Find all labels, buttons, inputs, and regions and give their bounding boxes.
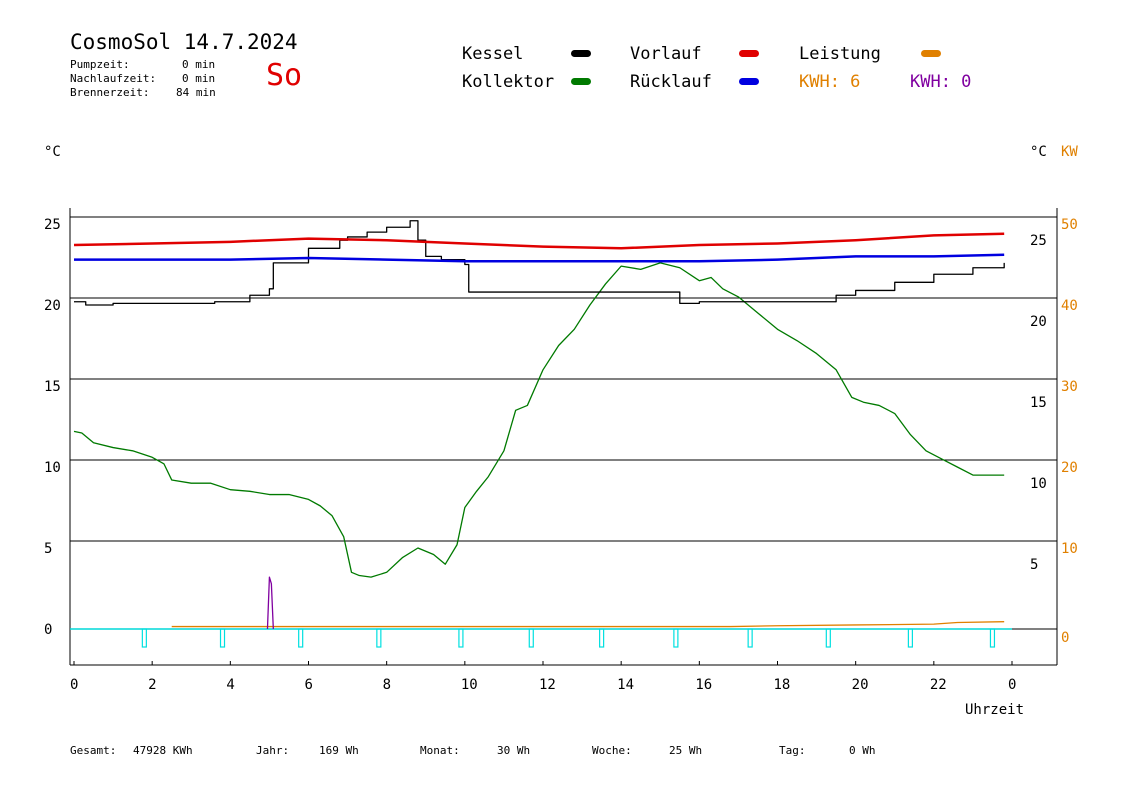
pump-pulse-7 — [673, 628, 679, 648]
y-tick-left-15: 15 — [44, 379, 61, 395]
legend-kwh-orange: KWH: 6 — [799, 72, 861, 92]
y-tick-right-c-5: 5 — [1030, 557, 1038, 573]
x-tick-label-6: 12 — [539, 677, 556, 693]
unit-right-celsius: °C — [1030, 144, 1047, 160]
x-tick-label-7: 14 — [617, 677, 634, 693]
y-tick-right-kw-0: 0 — [1061, 630, 1069, 646]
weekday-label: So — [266, 58, 303, 93]
footer-tag-value: 0 Wh — [849, 744, 876, 757]
stat-pumpzeit-value: 0 min — [182, 58, 216, 71]
legend-kollektor: Kollektor — [462, 72, 555, 92]
footer-monat-label: Monat: — [420, 744, 460, 757]
y-tick-right-kw-20: 20 — [1061, 460, 1078, 476]
footer-jahr-value: 169 Wh — [319, 744, 359, 757]
y-tick-right-c-20: 20 — [1030, 314, 1047, 330]
unit-right-kw: KW — [1061, 144, 1078, 160]
stat-brennerzeit-label: Brennerzeit: — [70, 86, 150, 99]
legend-kollektor-swatch — [571, 78, 591, 85]
x-tick-label-3: 6 — [305, 677, 313, 693]
legend-vorlauf-swatch — [739, 50, 759, 57]
y-tick-left-10: 10 — [44, 460, 61, 476]
series-3-line — [74, 253, 1005, 263]
series-5-line — [266, 576, 274, 630]
chart-title: CosmoSol 14.7.2024 — [70, 30, 298, 54]
x-tick-label-1: 2 — [148, 677, 156, 693]
x-tick-label-5: 10 — [461, 677, 478, 693]
pump-pulse-11 — [989, 628, 996, 648]
grid-lines — [70, 216, 1057, 630]
pump-pulse-1 — [219, 628, 226, 648]
chart-axes — [69, 208, 1058, 666]
legend-kessel: Kessel — [462, 44, 524, 64]
stat-nachlaufzeit-value: 0 min — [182, 72, 216, 85]
stat-pumpzeit-label: Pumpzeit: — [70, 58, 130, 71]
legend-kwh-purple: KWH: 0 — [910, 72, 972, 92]
x-tick-label-8: 16 — [695, 677, 712, 693]
y-tick-left-25: 25 — [44, 217, 61, 233]
pump-pulse-2 — [298, 628, 304, 648]
x-axis-label: Uhrzeit — [965, 702, 1025, 718]
pump-pulse-6 — [599, 628, 605, 648]
y-tick-right-c-15: 15 — [1030, 395, 1047, 411]
footer-jahr-label: Jahr: — [256, 744, 290, 757]
x-tick-label-4: 8 — [383, 677, 391, 693]
footer-tag-label: Tag: — [779, 744, 806, 757]
legend-leistung-swatch — [921, 50, 941, 57]
series-lines — [70, 220, 1012, 648]
stat-nachlaufzeit-label: Nachlaufzeit: — [70, 72, 157, 85]
y-tick-right-kw-50: 50 — [1061, 217, 1078, 233]
x-tick-label-2: 4 — [226, 677, 234, 693]
y-tick-right-kw-10: 10 — [1061, 541, 1078, 557]
x-tick-label-11: 22 — [930, 677, 947, 693]
y-tick-right-kw-30: 30 — [1061, 379, 1078, 395]
y-tick-right-kw-40: 40 — [1061, 298, 1078, 314]
pump-pulse-0 — [141, 628, 147, 648]
pump-pulse-5 — [528, 628, 534, 648]
x-tick-label-12: 0 — [1008, 677, 1016, 693]
pump-pulse-10 — [907, 628, 913, 648]
legend-leistung: Leistung — [799, 44, 881, 64]
x-tick-label-10: 20 — [852, 677, 869, 693]
pump-pulse-8 — [747, 628, 753, 648]
y-tick-left-0: 0 — [44, 622, 52, 638]
series-0-line — [73, 262, 1005, 578]
series-2-line — [73, 232, 1005, 250]
footer-gesamt-label: Gesamt: — [70, 744, 117, 757]
pump-pulse-4 — [458, 628, 464, 648]
x-tick-label-9: 18 — [774, 677, 791, 693]
stat-brennerzeit-value: 84 min — [176, 86, 216, 99]
unit-left-celsius: °C — [44, 144, 61, 160]
footer-monat-value: 30 Wh — [497, 744, 531, 757]
footer-woche-value: 25 Wh — [669, 744, 703, 757]
y-tick-right-c-10: 10 — [1030, 476, 1047, 492]
footer-gesamt-value: 47928 KWh — [133, 744, 193, 757]
x-tick-label-0: 0 — [70, 677, 78, 693]
pump-pulse-3 — [376, 628, 382, 648]
legend-ruecklauf-swatch — [739, 78, 759, 85]
footer-woche-label: Woche: — [592, 744, 632, 757]
legend-kessel-swatch — [571, 50, 591, 57]
y-tick-left-20: 20 — [44, 298, 61, 314]
legend-vorlauf: Vorlauf — [630, 44, 702, 64]
series-4-line — [171, 621, 1005, 628]
series-1-line — [74, 220, 1005, 306]
tick-labels: 0 5 10 15 20 25 5 10 15 20 25 0 10 20 30 40 50 0 2 4 6 8 10 12 1… — [44, 217, 1078, 693]
pump-pulse-9 — [825, 628, 831, 648]
y-tick-right-c-25: 25 — [1030, 233, 1047, 249]
legend-ruecklauf: Rücklauf — [630, 72, 712, 92]
y-tick-left-5: 5 — [44, 541, 52, 557]
